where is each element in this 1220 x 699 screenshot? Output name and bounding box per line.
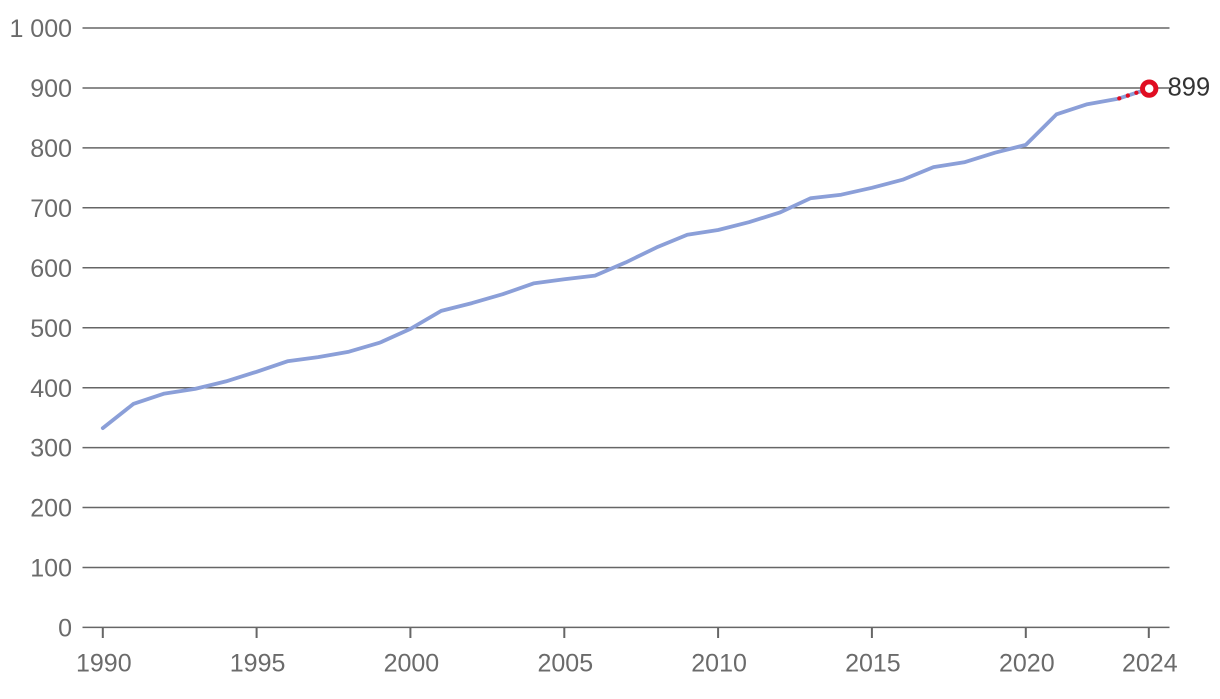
svg-text:2005: 2005: [537, 650, 593, 678]
svg-text:400: 400: [30, 375, 72, 403]
svg-text:2020: 2020: [999, 650, 1055, 678]
svg-text:2015: 2015: [845, 650, 901, 678]
svg-text:2000: 2000: [384, 650, 440, 678]
svg-text:900: 900: [30, 75, 72, 103]
svg-text:800: 800: [30, 135, 72, 163]
svg-text:2024: 2024: [1122, 650, 1178, 678]
svg-text:1 000: 1 000: [9, 15, 72, 43]
svg-text:1990: 1990: [76, 650, 132, 678]
svg-text:2010: 2010: [691, 650, 747, 678]
svg-text:300: 300: [30, 435, 72, 463]
svg-text:1995: 1995: [230, 650, 286, 678]
svg-text:500: 500: [30, 315, 72, 343]
svg-text:100: 100: [30, 555, 72, 583]
svg-text:200: 200: [30, 495, 72, 523]
svg-text:700: 700: [30, 195, 72, 223]
svg-text:0: 0: [58, 615, 72, 643]
svg-text:899: 899: [1168, 74, 1211, 102]
svg-text:600: 600: [30, 255, 72, 283]
